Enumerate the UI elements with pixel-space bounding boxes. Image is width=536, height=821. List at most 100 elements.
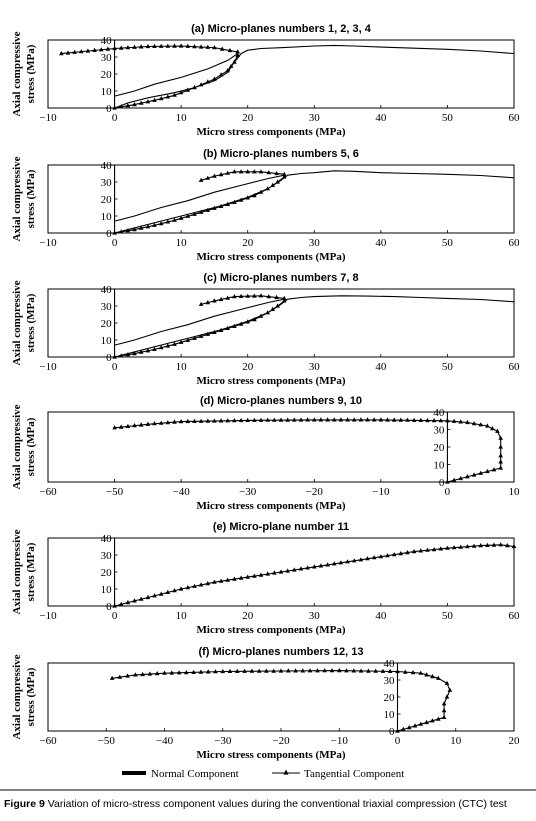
data-point-marker [305,565,310,570]
x-tick-label: −30 [239,486,257,498]
x-tick-label: 10 [509,486,521,498]
chart-title: (f) Micro-planes numbers 12, 13 [198,646,363,658]
data-point-marker [132,227,137,232]
data-point-marker [272,570,277,575]
data-point-marker [145,594,151,600]
data-point-marker [225,68,230,73]
y-tick-label: 30 [101,301,113,313]
x-tick-label: −60 [39,486,57,498]
chart-title: (d) Micro-planes numbers 9, 10 [200,395,362,407]
data-point-marker [258,572,264,577]
x-tick-label: 0 [445,486,451,498]
data-point-marker [391,552,397,557]
data-point-marker [398,417,404,422]
data-point-marker [145,348,151,353]
data-point-marker [133,672,138,677]
data-point-marker [172,92,177,97]
data-point-marker [205,418,211,423]
legend-tangential-marker [283,769,289,775]
y-axis-label: Axial compressive stress (MPa) [11,31,37,116]
x-tick-label: −10 [372,486,390,498]
y-axis-label-line: Axial compressive [11,280,23,365]
y-tick-label: 0 [106,103,112,115]
data-point-marker [265,571,270,576]
data-point-marker [266,170,272,175]
x-axis-label: Micro stress components (MPa) [197,126,346,138]
x-tick-label: 60 [509,361,521,373]
data-point-marker [125,103,131,108]
data-point-marker [441,708,447,713]
data-point-marker [112,105,117,110]
data-point-marker [158,420,164,425]
x-tick-label: 30 [309,237,321,249]
x-tick-label: 40 [375,237,387,249]
data-point-marker [238,417,244,423]
legend: Normal Component Tangential Component [122,768,404,780]
data-point-marker [218,203,224,208]
data-point-marker [125,600,131,605]
data-point-marker [225,577,230,582]
data-point-marker [205,331,211,336]
data-point-marker [365,556,370,561]
data-point-marker [293,668,298,673]
data-point-marker [198,301,204,306]
data-point-marker [178,339,184,344]
data-point-marker [258,293,264,298]
data-point-marker [165,94,171,99]
y-tick-label: 0 [439,477,445,489]
x-tick-label: 10 [176,610,188,622]
data-point-marker [118,601,124,606]
data-point-marker [292,567,297,572]
data-point-marker [444,680,450,685]
data-point-marker [385,553,390,558]
data-point-marker [378,417,384,422]
data-point-marker [345,559,350,564]
data-point-marker [185,213,191,218]
data-point-marker [266,294,272,299]
data-point-marker [478,470,483,475]
y-tick-label: 20 [101,318,113,330]
x-tick-label: 30 [309,112,321,124]
data-point-marker [438,546,444,551]
series-line-3 [61,45,239,109]
figure-caption: Figure 9 Variation of micro-stress compo… [4,798,507,810]
data-point-marker [405,550,410,555]
data-point-marker [225,295,230,300]
y-tick-label: 40 [101,35,113,47]
data-point-marker [105,46,111,51]
data-point-marker [351,417,357,422]
data-point-marker [465,419,470,425]
data-point-marker [465,544,470,549]
data-point-marker [258,417,264,422]
data-point-marker [265,186,270,191]
data-point-marker [138,596,144,601]
x-tick-label: 40 [375,361,387,373]
data-point-marker [272,417,277,422]
y-axis-label-line: stress (MPa) [25,417,37,476]
data-point-marker [198,418,204,423]
data-point-marker [138,100,144,105]
data-point-marker [441,714,447,719]
data-point-marker [485,468,490,474]
chart-panel-2: (b) Micro-planes numbers 5, 6 −10 0 10 20 30 4… [11,148,520,263]
data-point-marker [238,197,244,202]
data-point-marker [112,603,117,608]
y-axis-label-line: stress (MPa) [25,44,37,103]
chart-panel-1: (a) Micro-planes numbers 1, 2, 3, 4 −10 0 1… [11,23,520,138]
data-point-marker [225,418,230,423]
data-point-marker [138,349,144,354]
x-tick-label: −60 [39,735,57,747]
x-tick-label: 10 [176,361,188,373]
data-point-marker [178,419,184,424]
data-point-marker [212,579,217,584]
x-tick-label: −10 [39,112,57,124]
data-point-marker [380,668,386,673]
data-point-marker [401,726,406,731]
data-point-marker [227,47,233,53]
data-point-marker [385,417,390,422]
data-point-marker [498,542,503,547]
data-point-marker [345,417,350,422]
data-point-marker [152,593,157,598]
data-point-marker [145,421,151,426]
